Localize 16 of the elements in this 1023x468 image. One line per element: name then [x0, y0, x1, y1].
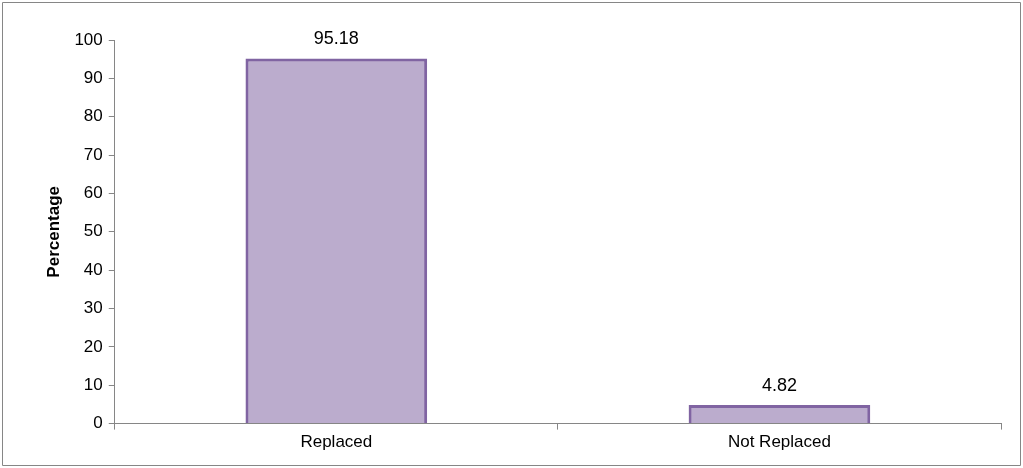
x-tick-label: Not Replaced [727, 432, 831, 452]
y-tick-label: 50 [83, 221, 103, 241]
y-tick-label: 30 [83, 298, 103, 318]
data-label: 95.18 [313, 28, 359, 49]
y-axis-title: Percentage [43, 185, 63, 278]
data-label: 4.82 [761, 375, 797, 396]
y-tick-label: 70 [83, 144, 103, 164]
y-tick-label: 60 [83, 183, 103, 203]
y-tick-label: 100 [74, 29, 103, 49]
y-tick-label: 0 [93, 413, 103, 433]
y-tick-label: 90 [83, 68, 103, 88]
y-tick-label: 20 [83, 336, 103, 356]
y-tick-label: 40 [83, 259, 103, 279]
y-tick-label: 80 [83, 106, 103, 126]
x-tick-label: Replaced [300, 432, 373, 452]
y-tick-label: 10 [83, 374, 103, 394]
